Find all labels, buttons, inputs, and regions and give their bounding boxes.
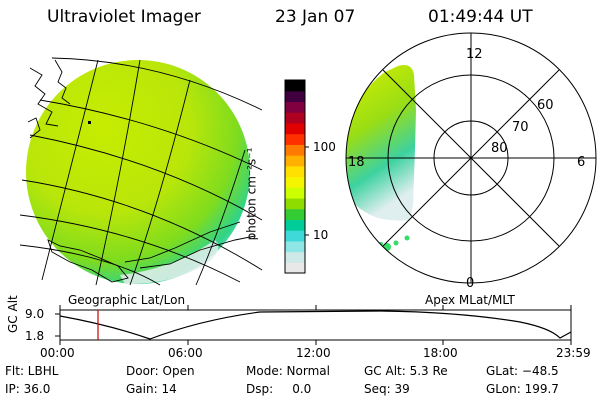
ip-value: IP: 36.0 bbox=[5, 382, 51, 396]
aurora-disk-left bbox=[26, 60, 250, 284]
gain-value: Gain: 14 bbox=[126, 382, 177, 396]
timeline-y-label: GC Alt bbox=[6, 295, 20, 333]
polar-plot bbox=[345, 32, 597, 284]
date-label: 23 Jan 07 bbox=[275, 7, 356, 27]
seq-value: Seq: 39 bbox=[364, 382, 410, 396]
color-bar-segment bbox=[285, 230, 305, 242]
color-bar-segment bbox=[285, 197, 305, 210]
dsp-value: Dsp: 0.0 bbox=[246, 382, 312, 396]
timeline-x-tick-1: 06:00 bbox=[168, 346, 203, 360]
mlat-70-label: 70 bbox=[512, 120, 529, 135]
mlt-12-label: 12 bbox=[466, 47, 483, 62]
color-bar-segment bbox=[285, 176, 305, 188]
mlat-80-label: 80 bbox=[491, 141, 508, 156]
color-bar-segment bbox=[285, 90, 305, 103]
color-bar-segment bbox=[285, 219, 305, 231]
altitude-timeline bbox=[55, 305, 572, 345]
color-bar-frame bbox=[284, 79, 306, 274]
coastlines bbox=[27, 59, 256, 283]
timeline-x-tick-2: 12:00 bbox=[296, 346, 331, 360]
color-bar-segment bbox=[285, 208, 305, 220]
mlat-60-label: 60 bbox=[537, 98, 554, 113]
color-bar-segment bbox=[285, 240, 305, 253]
color-bar-segment bbox=[285, 251, 305, 263]
color-bar-segment bbox=[285, 155, 305, 167]
color-bar-segment bbox=[285, 122, 305, 135]
timeline-frame bbox=[59, 309, 572, 341]
colorbar-tick-10: 10 bbox=[313, 228, 329, 242]
color-bar-segment bbox=[285, 80, 305, 92]
mlt-0-label: 0 bbox=[466, 276, 475, 291]
altitude-curve bbox=[59, 310, 572, 340]
door-value: Door: Open bbox=[126, 364, 195, 378]
timeline-y-tick-low: 1.8 bbox=[25, 329, 45, 343]
gc-alt-value: GC Alt: 5.3 Re bbox=[364, 364, 448, 378]
time-label: 01:49:44 UT bbox=[428, 7, 533, 27]
instrument-title: Ultraviolet Imager bbox=[47, 7, 201, 27]
apex-label: Apex MLat/MLT bbox=[425, 293, 515, 307]
color-bar-segment bbox=[285, 112, 305, 124]
colorbar-tick-100: 100 bbox=[313, 140, 336, 154]
color-bar-segment bbox=[285, 101, 305, 113]
colorbar-unit-label: photon cm⁻²s⁻¹ bbox=[244, 147, 259, 241]
filter-value: Flt: LBHL bbox=[5, 364, 59, 378]
polar-grid bbox=[345, 32, 597, 284]
color-bar-segment bbox=[285, 165, 305, 178]
glon-value: GLon: 199.7 bbox=[486, 382, 559, 396]
color-bar-segment bbox=[285, 133, 305, 145]
mlt-6-label: 6 bbox=[577, 155, 586, 170]
color-bar-segment bbox=[285, 144, 305, 156]
color-bar bbox=[285, 80, 305, 274]
timeline-y-tick-high: 9.0 bbox=[25, 307, 45, 321]
timeline-x-tick-4: 23:59 bbox=[556, 346, 591, 360]
glat-value: GLat: −48.5 bbox=[486, 364, 559, 378]
color-bar-segment bbox=[285, 187, 305, 199]
color-bar-segment bbox=[285, 262, 305, 274]
aurora-oval-right bbox=[346, 65, 416, 221]
timeline-x-tick-3: 18:00 bbox=[423, 346, 458, 360]
mode-value: Mode: Normal bbox=[246, 364, 330, 378]
geographic-map bbox=[20, 57, 263, 286]
timeline-x-tick-0: 00:00 bbox=[40, 346, 75, 360]
mlt-18-label: 18 bbox=[348, 155, 365, 170]
geographic-label: Geographic Lat/Lon bbox=[68, 293, 186, 307]
lat-lon-grid bbox=[20, 57, 263, 286]
